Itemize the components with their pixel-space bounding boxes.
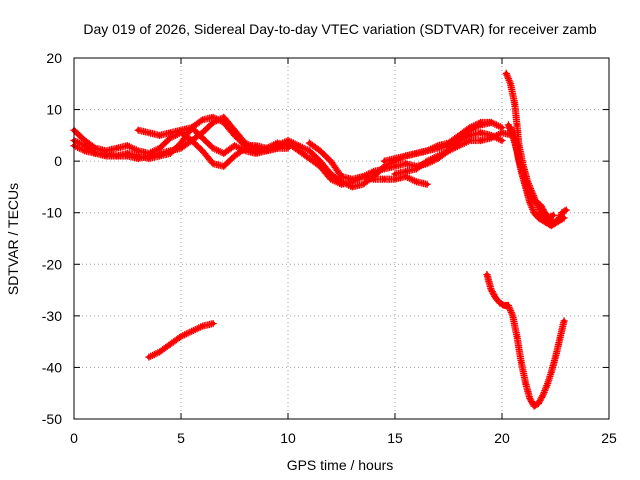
chart-title: Day 019 of 2026, Sidereal Day-to-day VTE… bbox=[83, 21, 596, 37]
x-tick-label: 5 bbox=[177, 430, 185, 446]
x-tick-label: 25 bbox=[601, 430, 617, 446]
series-markers bbox=[391, 118, 495, 178]
x-tick-label: 20 bbox=[494, 430, 510, 446]
series-track-12 bbox=[145, 319, 217, 361]
series-track-8 bbox=[391, 118, 495, 178]
data-series-layer bbox=[70, 69, 570, 410]
grid-lines bbox=[74, 58, 609, 419]
y-tick-label: -30 bbox=[42, 308, 62, 324]
y-tick-label: -20 bbox=[42, 256, 62, 272]
series-markers bbox=[483, 270, 568, 410]
y-tick-label: -10 bbox=[42, 205, 62, 221]
y-tick-label: 10 bbox=[46, 102, 62, 118]
series-track-11 bbox=[506, 123, 558, 222]
x-tick-label: 15 bbox=[387, 430, 403, 446]
y-tick-label: -40 bbox=[42, 359, 62, 375]
series-markers bbox=[145, 319, 217, 361]
y-axis-label: SDTVAR / TECUs bbox=[5, 183, 21, 295]
series-markers bbox=[506, 123, 558, 222]
y-tick-label: -50 bbox=[42, 411, 62, 427]
x-axis-label: GPS time / hours bbox=[287, 457, 394, 473]
y-tick-label: 0 bbox=[54, 153, 62, 169]
x-tick-label: 10 bbox=[280, 430, 296, 446]
y-tick-label: 20 bbox=[46, 50, 62, 66]
plot-frame bbox=[73, 57, 610, 420]
axis-ticks: 0 5 10 15 20 25 -50 -40 -30 -20 -10 0 10 20 bbox=[42, 50, 617, 446]
x-tick-label: 0 bbox=[70, 430, 78, 446]
series-track-13 bbox=[483, 270, 568, 410]
